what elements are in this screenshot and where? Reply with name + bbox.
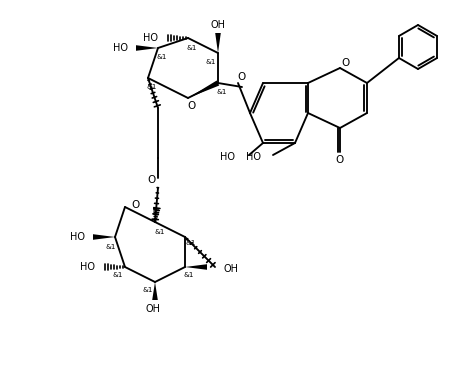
Text: O: O	[131, 200, 139, 210]
Text: O: O	[187, 101, 195, 111]
Text: HO: HO	[113, 43, 128, 53]
Text: O: O	[336, 155, 344, 165]
Polygon shape	[188, 80, 219, 98]
Text: &1: &1	[155, 229, 165, 235]
Text: O: O	[148, 175, 156, 185]
Text: &1: &1	[147, 84, 157, 90]
Text: HO: HO	[246, 152, 261, 162]
Text: &1: &1	[186, 240, 196, 246]
Text: &1: &1	[113, 272, 123, 278]
Text: OH: OH	[145, 304, 160, 314]
Text: &1: &1	[106, 244, 116, 250]
Text: &1: &1	[187, 45, 197, 51]
Text: &1: &1	[217, 89, 227, 95]
Text: HO: HO	[220, 152, 235, 162]
Polygon shape	[136, 45, 158, 51]
Text: O: O	[238, 72, 246, 82]
Text: &1: &1	[157, 54, 167, 60]
Text: OH: OH	[211, 20, 226, 30]
Text: HO: HO	[143, 33, 158, 43]
Text: HO: HO	[70, 232, 85, 242]
Text: OH: OH	[224, 264, 238, 274]
Polygon shape	[93, 234, 115, 240]
Text: &1: &1	[143, 287, 153, 293]
Text: O: O	[341, 58, 349, 68]
Polygon shape	[152, 282, 158, 300]
Polygon shape	[185, 264, 207, 270]
Text: HO: HO	[80, 262, 95, 272]
Text: &1: &1	[206, 59, 216, 65]
Polygon shape	[215, 33, 221, 53]
Text: &1: &1	[184, 272, 194, 278]
